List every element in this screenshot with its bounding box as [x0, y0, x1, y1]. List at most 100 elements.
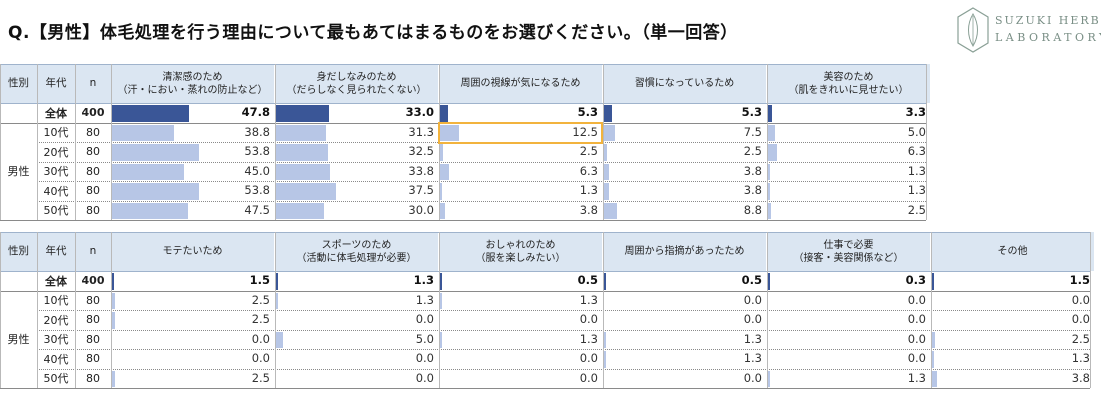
row-label: 20代 — [37, 142, 75, 162]
data-value: 0.0 — [907, 331, 926, 346]
data-value: 2.5 — [743, 144, 762, 158]
data-cell: 2.5 — [603, 142, 766, 162]
row-n: 80 — [75, 349, 111, 369]
data-cell: 33.0 — [275, 103, 438, 123]
data-cell: 53.8 — [111, 181, 274, 201]
data-value: 1.5 — [1069, 273, 1090, 287]
data-bar — [767, 144, 778, 161]
data-cell: 1.3 — [767, 162, 930, 182]
data-value: 53.8 — [244, 144, 270, 158]
row-label: 30代 — [37, 161, 75, 181]
column-header: 周囲から指摘があったため — [603, 232, 766, 271]
data-cell: 3.8 — [603, 162, 766, 182]
page-title: Q.【男性】体毛処理を行う理由について最も​あてはまるものをお選びください。（単… — [8, 23, 738, 43]
data-bar — [111, 312, 116, 329]
data-value: 30.0 — [408, 202, 434, 217]
data-value: 0.0 — [415, 312, 434, 326]
row-divider — [0, 220, 926, 221]
data-cell: 32.5 — [275, 142, 438, 162]
data-bar — [931, 351, 934, 368]
col-divider — [111, 232, 112, 388]
data-value: 2.5 — [251, 370, 270, 385]
data-bar — [603, 183, 610, 200]
data-value: 0.0 — [579, 370, 598, 385]
row-n: 80 — [75, 142, 111, 162]
data-value: 0.0 — [907, 351, 926, 365]
data-value: 45.0 — [244, 163, 270, 178]
row-n: 80 — [75, 310, 111, 330]
data-value: 1.3 — [579, 183, 598, 197]
row-n: 80 — [75, 290, 111, 310]
data-cell: 0.0 — [603, 291, 766, 311]
data-cell: 5.3 — [603, 103, 766, 123]
data-bar — [439, 105, 448, 122]
data-value: 1.5 — [249, 273, 270, 287]
col-divider — [0, 64, 1, 220]
column-header: 清潔感のため （汗・におい・蒸れの防止など） — [111, 64, 274, 103]
data-bar — [111, 273, 114, 290]
data-value: 12.5 — [572, 124, 598, 139]
row-label: 50代 — [37, 368, 75, 388]
column-header: 習慣になっているため — [603, 64, 766, 103]
row-n: 80 — [75, 200, 111, 220]
data-value: 0.3 — [905, 273, 926, 287]
data-cell: 0.5 — [603, 271, 766, 291]
column-header-line2: （汗・におい・蒸れの防止など） — [117, 84, 268, 96]
data-bar — [603, 351, 606, 368]
data-bar — [275, 183, 337, 200]
data-cell: 0.5 — [439, 271, 602, 291]
col-divider — [0, 232, 1, 388]
data-bar — [275, 202, 324, 219]
row-n: 400 — [75, 271, 111, 291]
data-cell: 31.3 — [275, 123, 438, 143]
header-age: 年代 — [37, 64, 75, 103]
grid-line — [0, 64, 926, 65]
data-cell: 3.3 — [767, 103, 930, 123]
data-bar — [931, 273, 934, 290]
data-value: 1.3 — [413, 273, 434, 287]
data-value: 1.3 — [743, 351, 762, 365]
column-header-line2: （服を楽しみたい） — [475, 252, 566, 264]
data-value: 6.3 — [579, 163, 598, 178]
col-divider — [926, 64, 927, 220]
data-bar — [111, 202, 189, 219]
col-divider — [931, 232, 932, 388]
row-divider — [37, 200, 926, 202]
column-header-line1: モテたいため — [162, 246, 223, 257]
data-bar — [439, 273, 442, 290]
data-value: 6.3 — [907, 144, 926, 158]
data-bar — [767, 273, 770, 290]
data-bar — [111, 370, 116, 387]
data-cell: 1.3 — [603, 330, 766, 350]
data-bar — [275, 292, 278, 309]
data-cell: 7.5 — [603, 123, 766, 143]
data-cell: 1.5 — [111, 271, 274, 291]
row-n: 80 — [75, 161, 111, 181]
data-bar — [439, 292, 442, 309]
data-bar — [439, 163, 450, 180]
data-cell: 1.3 — [439, 181, 602, 201]
data-value: 1.3 — [579, 331, 598, 346]
data-cell: 0.0 — [275, 369, 438, 389]
data-bar — [275, 124, 327, 141]
header-n: n — [75, 64, 111, 103]
data-bar — [111, 163, 185, 180]
data-value: 1.3 — [415, 292, 434, 307]
brand-logo: SUZUKI HERB LABORATORY — [955, 6, 1101, 56]
data-cell: 2.5 — [439, 142, 602, 162]
leaf-logo-icon — [957, 7, 989, 53]
data-value: 0.0 — [251, 331, 270, 346]
col-divider — [767, 64, 768, 220]
highlight-box — [438, 121, 603, 144]
data-cell: 1.3 — [439, 291, 602, 311]
data-value: 2.5 — [1071, 331, 1090, 346]
data-bar — [111, 124, 175, 141]
data-cell: 38.8 — [111, 123, 274, 143]
data-value: 0.0 — [579, 312, 598, 326]
data-value: 32.5 — [408, 144, 434, 158]
data-bar — [439, 183, 442, 200]
row-divider — [37, 368, 1090, 370]
data-value: 0.0 — [1071, 292, 1090, 307]
column-header-line2: （だらしなく見られたくない） — [286, 84, 427, 96]
